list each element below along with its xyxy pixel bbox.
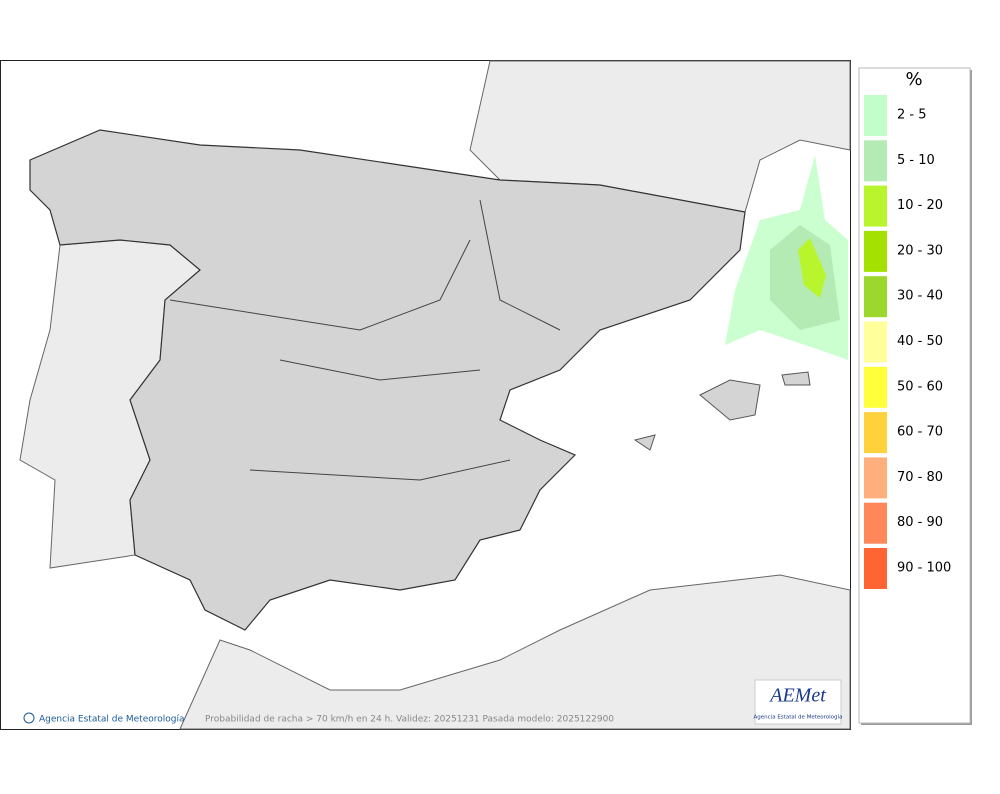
legend-label: 10 - 20	[897, 198, 943, 213]
legend-swatch	[864, 548, 887, 589]
map: Agencia Estatal de Meteorología Probabil…	[0, 60, 851, 730]
africa	[179, 574, 851, 730]
mallorca	[699, 379, 761, 421]
logo-box	[754, 679, 842, 725]
legend-label: 80 - 90	[897, 515, 943, 530]
copyright-text: Agencia Estatal de Meteorología	[39, 715, 185, 725]
legend-label: 20 - 30	[897, 243, 943, 258]
region-borders	[169, 199, 561, 481]
legend: % 2 - 5 5 - 10 10 - 20 20 - 30 30 - 40 40 - 5…	[858, 67, 972, 725]
logo-subtitle: Agencia Estatal de Meteorología	[754, 714, 843, 721]
legend-swatch	[864, 321, 887, 363]
legend-swatch	[864, 230, 887, 272]
legend-title: %	[905, 69, 922, 90]
legend-label: 5 - 10	[897, 153, 935, 168]
legend-swatch	[864, 412, 887, 454]
legend-swatch	[864, 276, 887, 318]
ibiza	[633, 434, 656, 451]
logo-title: AEMet	[768, 685, 826, 707]
copyright-icon	[23, 712, 35, 724]
france	[469, 60, 851, 213]
legend-swatch	[864, 140, 887, 182]
menorca	[781, 371, 811, 386]
legend-label: 30 - 40	[897, 289, 943, 304]
probability-area-high	[798, 238, 826, 298]
legend-label: 2 - 5	[897, 108, 927, 123]
legend-swatch	[864, 185, 887, 227]
legend-swatch	[864, 502, 887, 544]
spain	[29, 129, 746, 631]
legend-swatch	[864, 457, 887, 499]
legend-label: 60 - 70	[897, 425, 943, 440]
legend-label: 40 - 50	[897, 334, 943, 349]
legend-swatch	[864, 366, 887, 408]
footer-text: Probabilidad de racha > 70 km/h en 24 h.…	[205, 715, 614, 725]
legend-swatch	[864, 95, 887, 136]
legend-label: 70 - 80	[897, 470, 943, 485]
legend-label: 50 - 60	[897, 379, 943, 394]
legend-label: 90 - 100	[897, 561, 951, 576]
